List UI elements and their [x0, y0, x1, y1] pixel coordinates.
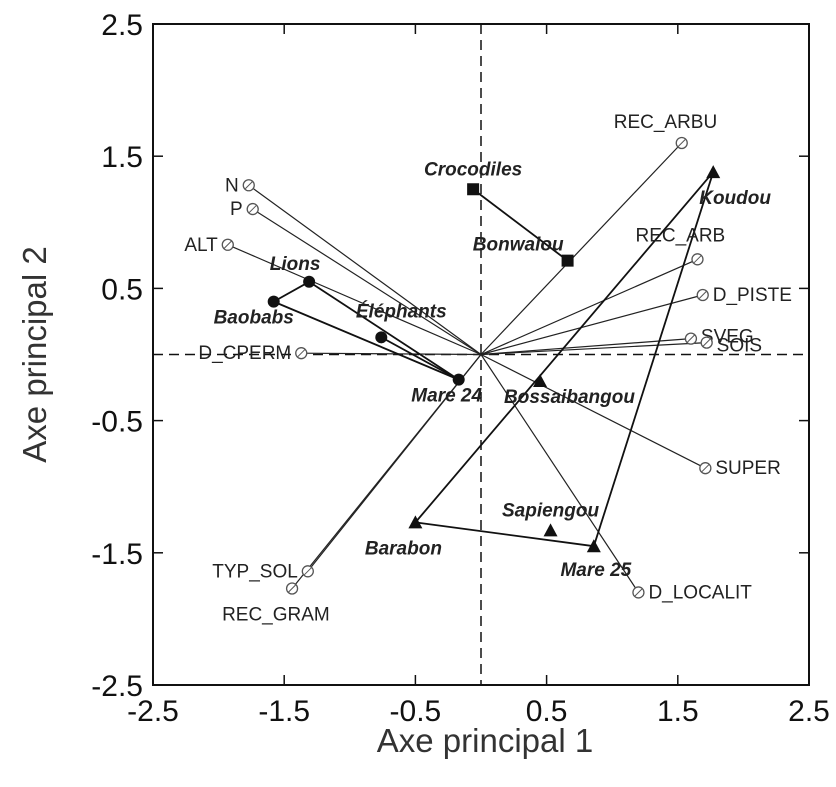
vector-d-cperm — [301, 352, 482, 356]
y-tick-label: 0.5 — [101, 273, 143, 306]
x-tick-label: -1.5 — [258, 695, 310, 728]
variable-marker-hatch — [288, 584, 296, 593]
vector-alt — [227, 244, 482, 356]
site-label-baobabs: Baobabs — [214, 308, 294, 329]
variable-marker-hatch — [687, 334, 695, 343]
variable-marker-hatch — [701, 464, 710, 473]
variable-label-n: N — [225, 175, 239, 196]
vector-sveg — [480, 338, 691, 356]
site-label-crocodiles: Crocodiles — [424, 159, 522, 180]
y-tick-label: -2.5 — [91, 670, 143, 703]
site-label-elephants: Éléphants — [356, 300, 447, 322]
variable-marker-hatch — [677, 139, 686, 147]
vector-n — [248, 184, 482, 355]
x-tick-label: -0.5 — [390, 695, 442, 728]
site-marker-mare-24 — [452, 373, 465, 386]
variable-label-d-localit: D_LOCALIT — [648, 582, 752, 603]
vector-rec-arbu — [480, 142, 683, 355]
group-link-square — [472, 188, 569, 262]
variable-label-d-piste: D_PISTE — [713, 285, 792, 306]
x-tick-label: 1.5 — [657, 695, 699, 728]
variable-label-sois: SOIS — [717, 336, 762, 357]
site-marker-koudou — [706, 165, 721, 179]
site-marker-baobabs — [267, 295, 280, 308]
variable-label-sveg: SVEG — [701, 327, 754, 348]
group-link-circle — [380, 336, 460, 381]
site-label-bossaibangou: Bossaibangou — [504, 387, 635, 408]
site-marker-crocodiles — [467, 183, 480, 196]
site-marker-lions — [303, 275, 316, 288]
group-link-circle — [308, 281, 460, 381]
x-tick-label: 0.5 — [526, 695, 568, 728]
site-label-barabon: Barabon — [365, 538, 442, 559]
site-label-mare-24: Mare 24 — [411, 386, 482, 407]
site-label-bonwalou: Bonwalou — [473, 235, 564, 256]
variable-label-typ-sol: TYP_SOL — [212, 561, 298, 582]
variable-marker-hatch — [244, 181, 253, 190]
site-label-sapiengou: Sapiengou — [502, 500, 600, 521]
variable-marker-hatch — [223, 240, 232, 249]
site-label-koudou: Koudou — [699, 188, 771, 209]
variable-marker-hatch — [693, 255, 702, 264]
group-link-triangle — [415, 521, 594, 548]
variable-marker-hatch — [702, 338, 711, 347]
y-tick-label: -0.5 — [91, 406, 143, 439]
site-label-lions: Lions — [270, 254, 321, 275]
variable-label-p: P — [230, 199, 243, 220]
variable-marker-hatch — [303, 567, 312, 576]
variable-marker-hatch — [297, 349, 306, 358]
variable-marker-hatch — [634, 588, 643, 597]
variable-label-d-cperm: D_CPERM — [198, 343, 291, 364]
variable-marker-hatch — [698, 291, 707, 299]
group-link-circle — [273, 300, 460, 381]
vector-super — [480, 353, 706, 469]
group-link-triangle — [414, 171, 714, 523]
site-marker-bossaibangou — [533, 373, 548, 387]
variable-label-rec-arbu: REC_ARBU — [614, 112, 717, 133]
variable-label-rec-arb: REC_ARB — [635, 225, 725, 246]
site-marker-mare-25 — [586, 539, 601, 553]
site-marker-bonwalou — [561, 254, 574, 267]
y-tick-label: -1.5 — [91, 538, 143, 571]
site-marker-sapiengou — [543, 523, 558, 537]
group-link-circle — [273, 281, 310, 303]
vector-sois — [480, 342, 707, 356]
vector-rec-arb — [480, 258, 698, 356]
x-tick-label: -2.5 — [127, 695, 179, 728]
site-label-mare-25: Mare 25 — [560, 560, 631, 581]
variable-label-rec-gram: REC_GRAM — [222, 604, 330, 625]
y-tick-label: 2.5 — [101, 9, 143, 42]
vector-rec-gram — [291, 354, 482, 589]
y-tick-label: 1.5 — [101, 141, 143, 174]
site-marker-barabon — [408, 515, 423, 529]
vector-d-piste — [480, 294, 703, 356]
vector-d-localit — [480, 354, 639, 593]
variable-label-super: SUPER — [715, 458, 780, 479]
x-tick-label: 2.5 — [788, 695, 830, 728]
variable-marker-hatch — [248, 205, 257, 213]
variable-label-alt: ALT — [184, 235, 218, 256]
x-axis-title: Axe principal 1 — [377, 722, 593, 759]
vector-p — [252, 208, 482, 356]
site-marker-elephants — [375, 331, 388, 344]
group-link-triangle — [592, 171, 715, 547]
y-axis-title: Axe principal 2 — [16, 246, 53, 462]
